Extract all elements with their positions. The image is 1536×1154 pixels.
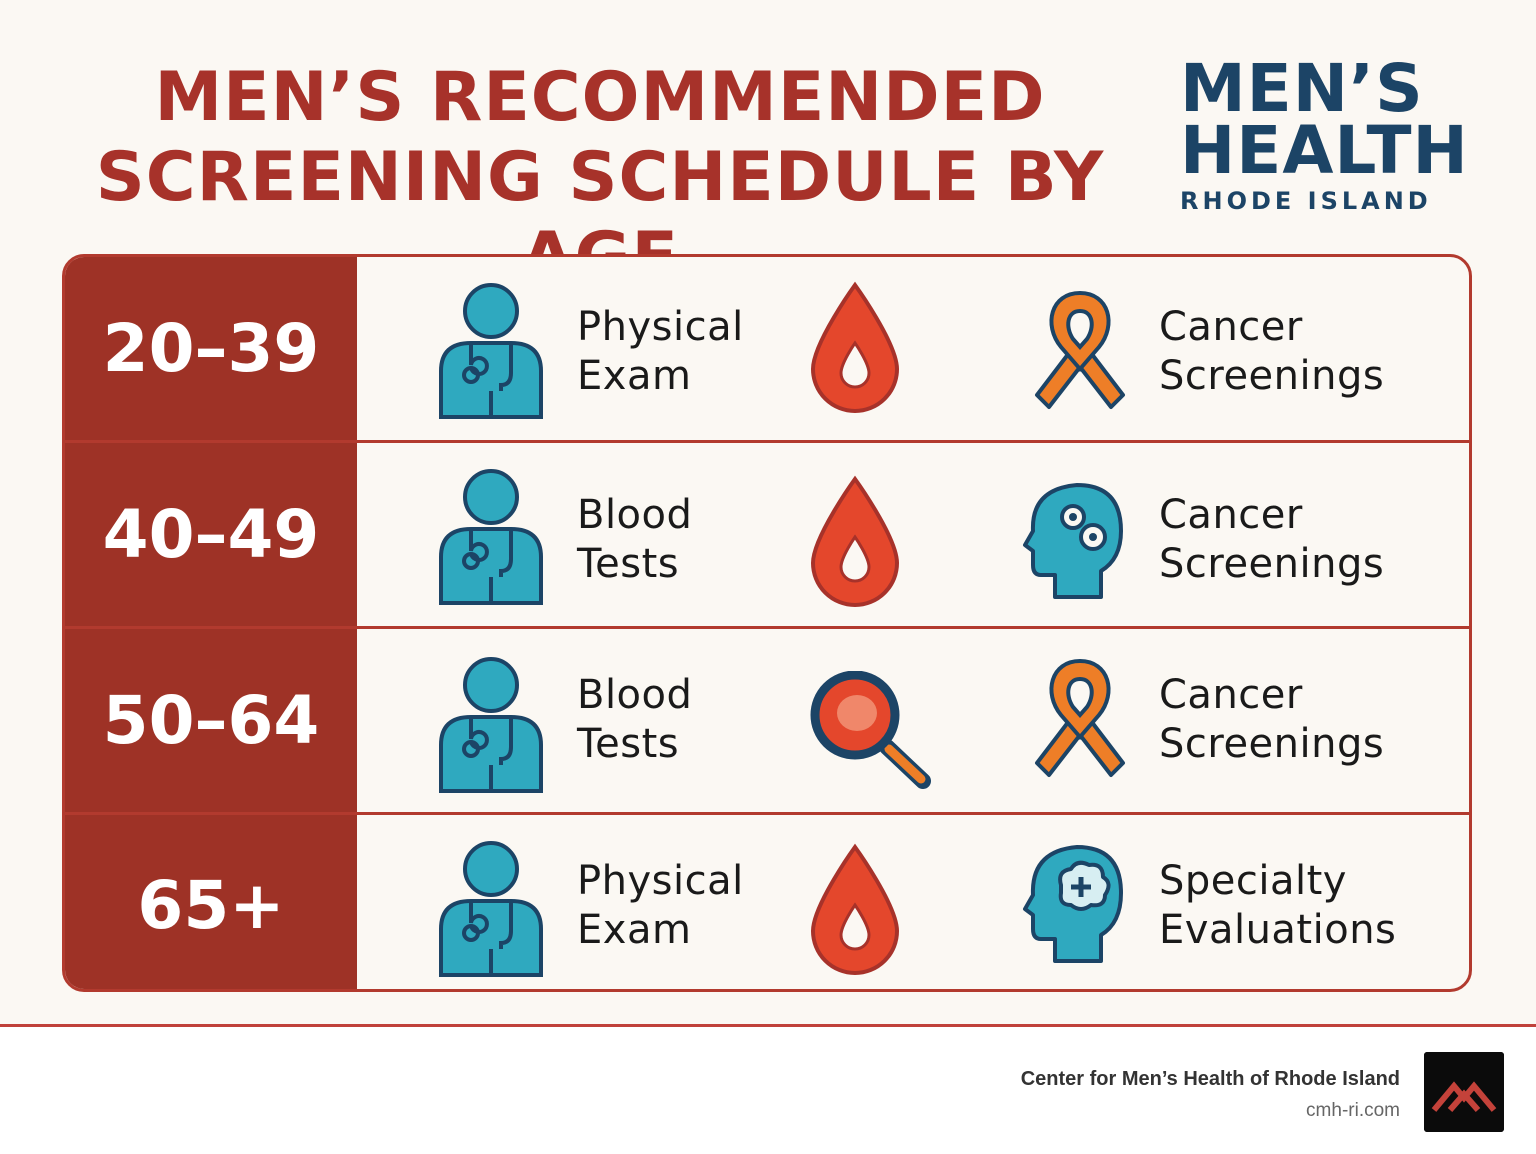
- screening-label-line: Evaluations: [1159, 907, 1397, 953]
- doctor-icon: [439, 841, 543, 977]
- screening-label-line: Screenings: [1159, 541, 1385, 587]
- page-title: MEN’S RECOMMENDED SCREENING SCHEDULE BY …: [60, 58, 1140, 298]
- screening-label-line: Exam: [577, 353, 692, 399]
- organization-logo-icon: [1424, 1052, 1504, 1132]
- awareness-ribbon-icon: [1035, 658, 1125, 777]
- screening-label: Specialty Evaluations: [1159, 857, 1396, 955]
- doctor-icon: [439, 283, 543, 419]
- blood-drop-icon: [810, 281, 900, 413]
- screening-label: Cancer Screenings: [1159, 303, 1384, 401]
- screening-label-line: Blood: [577, 672, 693, 718]
- table-row: 65+ Physical Exam Specialty Evaluations: [65, 815, 1469, 989]
- screening-label: Blood Tests: [577, 491, 692, 589]
- footer-organization: Center for Men’s Health of Rhode Island: [1020, 1068, 1400, 1090]
- logo-line-2: HEALTH: [1180, 112, 1469, 189]
- footer: [0, 1027, 1536, 1154]
- screening-label-line: Physical: [577, 304, 744, 350]
- title-line-1: MEN’S RECOMMENDED: [154, 58, 1046, 137]
- head-brain-icon: [1023, 845, 1123, 963]
- screening-label-line: Exam: [577, 907, 692, 953]
- blood-drop-icon: [810, 843, 900, 975]
- screening-label-line: Screenings: [1159, 721, 1385, 767]
- table-row: 50–64 Blood Tests Cancer Screenings: [65, 629, 1469, 815]
- table-row: 40–49 Blood Tests Cancer Screenings: [65, 443, 1469, 629]
- screening-label-line: Cancer: [1159, 492, 1303, 538]
- title-line-2: SCREENING SCHEDULE BY AGE: [95, 138, 1105, 297]
- footer-url[interactable]: cmh-ri.com: [1306, 1100, 1400, 1121]
- doctor-icon: [439, 657, 543, 793]
- blood-drop-icon: [810, 475, 900, 607]
- age-range: 20–39: [65, 257, 357, 440]
- age-range: 40–49: [65, 443, 357, 626]
- screening-label: Cancer Screenings: [1159, 671, 1384, 769]
- screening-label: Physical Exam: [577, 303, 744, 401]
- doctor-icon: [439, 469, 543, 605]
- screening-label-line: Cancer: [1159, 304, 1303, 350]
- logo-line-3: RHODE ISLAND: [1180, 187, 1432, 215]
- screening-label: Physical Exam: [577, 857, 744, 955]
- age-range: 65+: [65, 815, 357, 989]
- screening-label-line: Cancer: [1159, 672, 1303, 718]
- screening-label-line: Screenings: [1159, 353, 1385, 399]
- screening-label: Cancer Screenings: [1159, 491, 1384, 589]
- screening-label-line: Tests: [577, 721, 680, 767]
- screening-label: Blood Tests: [577, 671, 692, 769]
- screening-label-line: Specialty: [1159, 858, 1347, 904]
- logo-line-1: MEN’S: [1180, 50, 1424, 127]
- footer-divider: [0, 1024, 1536, 1027]
- table-row: 20–39 Physical Exam Cancer Screenings: [65, 257, 1469, 443]
- screening-label-line: Tests: [577, 541, 680, 587]
- awareness-ribbon-icon: [1035, 290, 1125, 409]
- magnifier-icon: [810, 671, 931, 789]
- age-range: 50–64: [65, 629, 357, 812]
- screening-label-line: Physical: [577, 858, 744, 904]
- screening-label-line: Blood: [577, 492, 693, 538]
- brand-logo: MEN’S HEALTH RHODE ISLAND: [1180, 50, 1469, 216]
- head-gears-icon: [1023, 483, 1123, 599]
- screening-table: 20–39 Physical Exam Cancer Screenings: [62, 254, 1472, 992]
